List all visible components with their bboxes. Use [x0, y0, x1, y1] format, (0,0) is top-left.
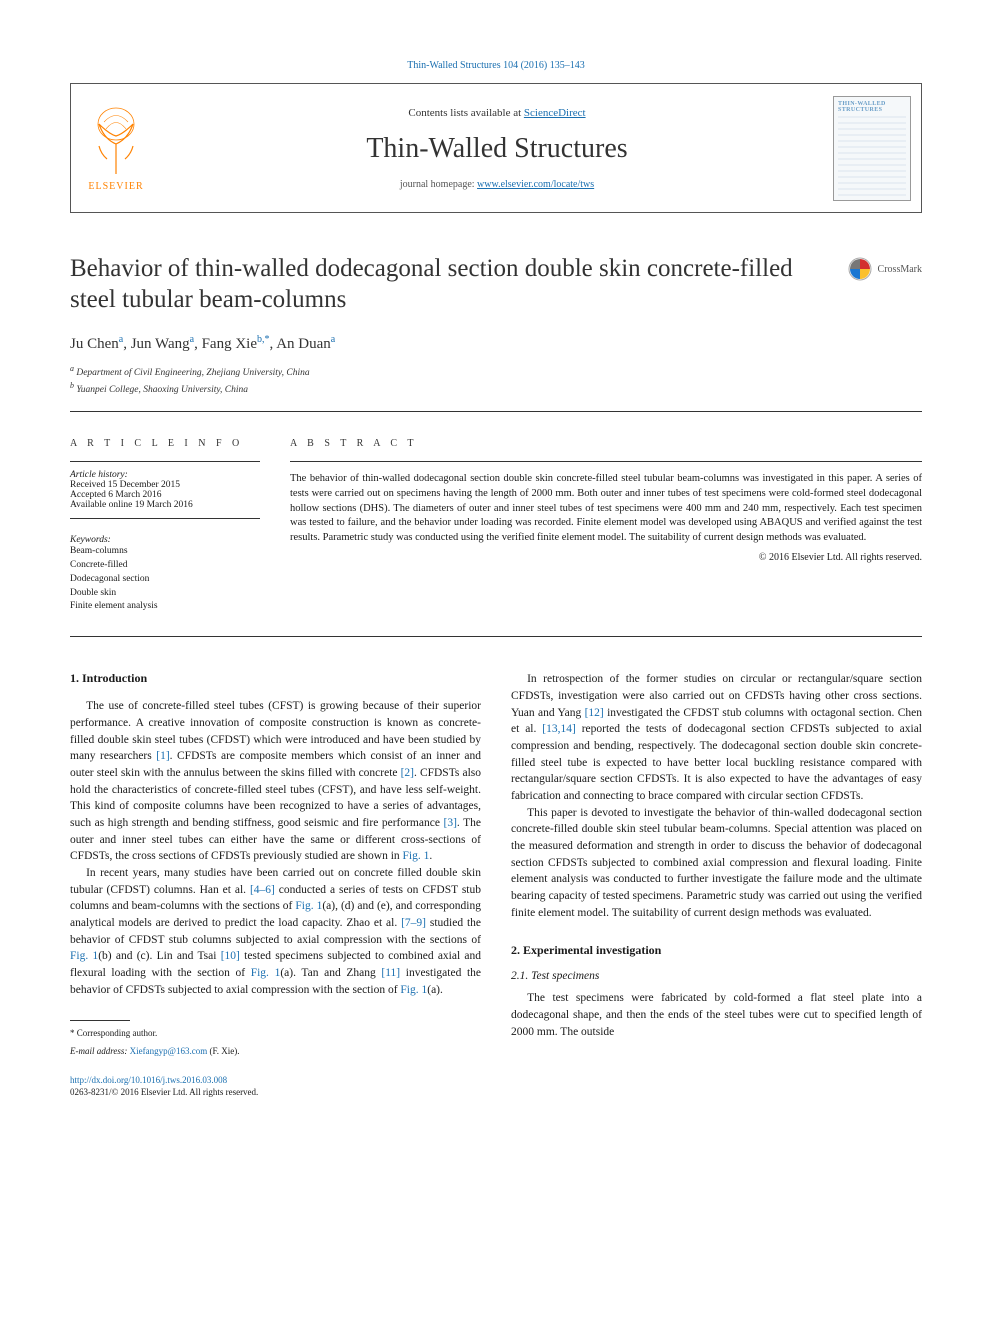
keyword-5: Finite element analysis	[70, 600, 260, 614]
journal-cover-thumbnail[interactable]: THIN-WALLED STRUCTURES	[833, 96, 911, 201]
ref-7-9-link[interactable]: [7–9]	[401, 917, 426, 929]
fig-1a3-link[interactable]: Fig. 1	[400, 984, 427, 996]
footnote-rule	[70, 1020, 130, 1021]
homepage-link[interactable]: www.elsevier.com/locate/tws	[477, 179, 594, 190]
publisher-name: ELSEVIER	[88, 181, 143, 192]
fig-1a-link[interactable]: Fig. 1	[295, 900, 322, 912]
received: Received 15 December 2015	[70, 480, 260, 490]
article-info-heading: A R T I C L E I N F O	[70, 438, 260, 449]
aff-marker-a: a	[70, 364, 74, 373]
author-2-aff[interactable]: a	[190, 336, 194, 352]
author-3: Fang Xie	[202, 336, 257, 352]
article-title: Behavior of thin-walled dodecagonal sect…	[70, 253, 828, 316]
crossmark-badge[interactable]: CrossMark	[848, 257, 922, 281]
keyword-3: Dodecagonal section	[70, 573, 260, 587]
info-rule	[70, 461, 260, 462]
rule-above-info	[70, 411, 922, 412]
keyword-4: Double skin	[70, 587, 260, 601]
cover-title: THIN-WALLED STRUCTURES	[838, 101, 906, 113]
article-info-block: A R T I C L E I N F O Article history: R…	[70, 438, 260, 614]
crossmark-icon	[848, 257, 872, 281]
abstract-heading: A B S T R A C T	[290, 438, 922, 449]
author-4-aff[interactable]: a	[331, 336, 335, 352]
journal-header: ELSEVIER Contents lists available at Sci…	[70, 83, 922, 213]
online: Available online 19 March 2016	[70, 500, 260, 510]
author-2: Jun Wang	[131, 336, 190, 352]
accepted: Accepted 6 March 2016	[70, 490, 260, 500]
author-1: Ju Chen	[70, 336, 119, 352]
ref-3-link[interactable]: [3]	[443, 817, 456, 829]
email-label: E-mail address:	[70, 1046, 127, 1056]
contents-line: Contents lists available at ScienceDirec…	[161, 107, 833, 119]
section-2-heading: 2. Experimental investigation	[511, 943, 922, 958]
section-1-heading: 1. Introduction	[70, 671, 481, 686]
column-left: 1. Introduction The use of concrete-fill…	[70, 671, 481, 1098]
keyword-1: Beam-columns	[70, 545, 260, 559]
column-right: In retrospection of the former studies o…	[511, 671, 922, 1098]
authors-line: Ju Chena, Jun Wanga, Fang Xieb,*, An Dua…	[70, 334, 922, 353]
ref-11-link[interactable]: [11]	[381, 967, 400, 979]
email-line: E-mail address: Xiefangyp@163.com (F. Xi…	[70, 1045, 481, 1057]
abstract-text: The behavior of thin-walled dodecagonal …	[290, 472, 922, 545]
abstract-rule	[290, 461, 922, 462]
elsevier-tree-icon	[89, 104, 144, 179]
elsevier-logo[interactable]: ELSEVIER	[71, 84, 161, 212]
s1-p4: This paper is devoted to investigate the…	[511, 805, 922, 922]
info-rule-2	[70, 518, 260, 519]
doi-link[interactable]: http://dx.doi.org/10.1016/j.tws.2016.03.…	[70, 1075, 227, 1085]
contents-prefix: Contents lists available at	[408, 107, 523, 119]
sciencedirect-link[interactable]: ScienceDirect	[524, 107, 586, 119]
fig-1a2-link[interactable]: Fig. 1	[251, 967, 281, 979]
email-link[interactable]: Xiefangyp@163.com	[130, 1046, 208, 1056]
author-4: An Duan	[276, 336, 331, 352]
author-1-aff[interactable]: a	[119, 336, 123, 352]
corresponding-author: * Corresponding author.	[70, 1027, 481, 1039]
doi-block: http://dx.doi.org/10.1016/j.tws.2016.03.…	[70, 1074, 481, 1098]
top-citation[interactable]: Thin-Walled Structures 104 (2016) 135–14…	[70, 60, 922, 71]
s1-p1: The use of concrete-filled steel tubes (…	[70, 698, 481, 865]
homepage-prefix: journal homepage:	[400, 179, 477, 190]
aff-a-text: Department of Civil Engineering, Zhejian…	[76, 368, 309, 378]
fig-1-link[interactable]: Fig. 1	[403, 850, 430, 862]
keywords-label: Keywords:	[70, 535, 260, 545]
s21-p1: The test specimens were fabricated by co…	[511, 990, 922, 1040]
keyword-2: Concrete-filled	[70, 559, 260, 573]
ref-2-link[interactable]: [2]	[401, 767, 414, 779]
affiliations: a Department of Civil Engineering, Zheji…	[70, 363, 922, 398]
crossmark-label: CrossMark	[878, 264, 922, 275]
aff-b-text: Yuanpei College, Shaoxing University, Ch…	[76, 385, 248, 395]
email-name: (F. Xie).	[207, 1046, 239, 1056]
s1-p3: In retrospection of the former studies o…	[511, 671, 922, 804]
section-2.1-heading: 2.1. Test specimens	[511, 970, 922, 982]
fig-1b-link[interactable]: Fig. 1	[70, 950, 98, 962]
ref-1-link[interactable]: [1]	[156, 750, 169, 762]
history-label: Article history:	[70, 470, 260, 480]
aff-marker-b: b	[70, 381, 74, 390]
homepage-line: journal homepage: www.elsevier.com/locat…	[161, 179, 833, 190]
ref-13-14-link[interactable]: [13,14]	[542, 723, 576, 735]
ref-12-link[interactable]: [12]	[585, 707, 604, 719]
abstract-block: A B S T R A C T The behavior of thin-wal…	[290, 438, 922, 614]
abstract-copyright: © 2016 Elsevier Ltd. All rights reserved…	[290, 552, 922, 563]
author-3-aff[interactable]: b,*	[257, 336, 270, 352]
ref-4-6-link[interactable]: [4–6]	[250, 884, 275, 896]
journal-name: Thin-Walled Structures	[161, 133, 833, 165]
cover-fill	[838, 115, 906, 196]
ref-10-link[interactable]: [10]	[221, 950, 240, 962]
s1-p2: In recent years, many studies have been …	[70, 865, 481, 998]
issn-line: 0263-8231/© 2016 Elsevier Ltd. All right…	[70, 1086, 481, 1098]
